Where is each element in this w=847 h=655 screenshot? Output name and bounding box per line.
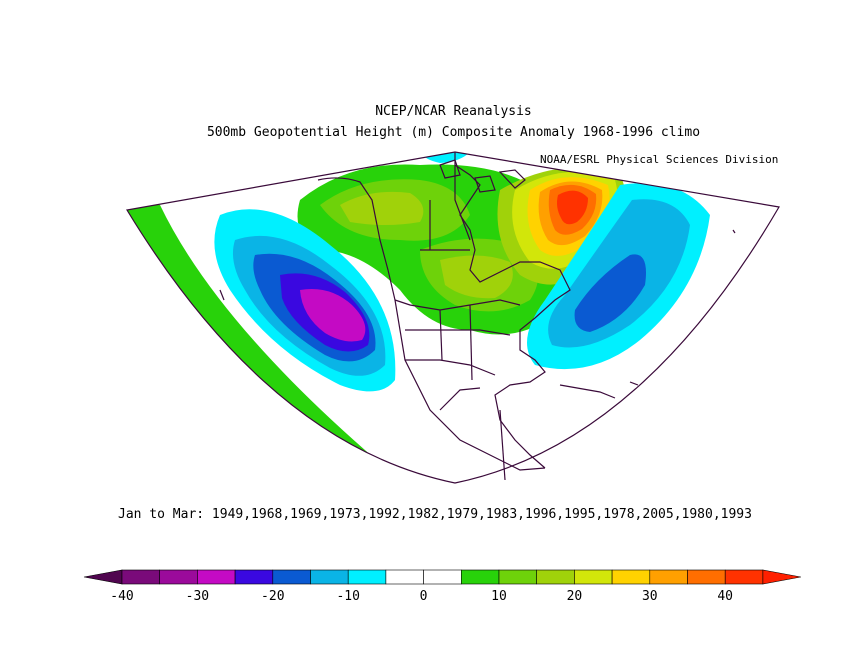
colorbar-swatch <box>272 569 311 585</box>
colorbar-swatch <box>197 569 236 585</box>
map-subtitle: 500mb Geopotential Height (m) Composite … <box>206 125 701 140</box>
colorbar-swatch <box>310 569 349 585</box>
colorbar-under-arrow <box>83 569 123 585</box>
colorbar-tick-label: 40 <box>717 589 733 604</box>
composite-years-label: Jan to Mar: 1949,1968,1969,1973,1992,198… <box>118 507 752 522</box>
coastlines <box>219 152 736 481</box>
colorbar-tick-label: 20 <box>567 589 583 604</box>
colorbar-swatch <box>159 569 198 585</box>
colorbar-swatch <box>423 569 462 585</box>
colorbar-swatch <box>385 569 424 585</box>
colorbar-swatch <box>687 569 726 585</box>
colorbar-tick-label: 10 <box>491 589 507 604</box>
colorbar-swatch <box>121 569 161 585</box>
colorbar-swatch <box>724 569 764 585</box>
colorbar-swatch <box>234 569 274 585</box>
colorbar-swatch <box>347 569 387 585</box>
map-title: NCEP/NCAR Reanalysis <box>375 104 532 119</box>
colorbar-over-arrow <box>762 569 801 585</box>
colorbar-swatch <box>649 569 688 585</box>
anomaly-field <box>127 152 779 483</box>
colorbar-swatch <box>574 569 613 585</box>
colorbar: -40 -30 -20 -10 0 10 20 30 40 <box>83 569 801 604</box>
colorbar-tick-label: -10 <box>336 589 359 604</box>
colorbar-swatch <box>498 569 538 585</box>
colorbar-tick-label: 0 <box>420 589 428 604</box>
colorbar-tick-label: 30 <box>642 589 658 604</box>
map-domain-outline <box>126 151 780 484</box>
credit-label: NOAA/ESRL Physical Sciences Division <box>540 153 779 166</box>
colorbar-tick-label: -40 <box>110 589 133 604</box>
colorbar-swatch <box>536 569 575 585</box>
colorbar-swatch <box>611 569 651 585</box>
positive-anomaly-band <box>127 205 400 483</box>
colorbar-tick-label: -20 <box>261 589 284 604</box>
colorbar-tick-label: -30 <box>186 589 209 604</box>
colorbar-swatch <box>460 569 500 585</box>
